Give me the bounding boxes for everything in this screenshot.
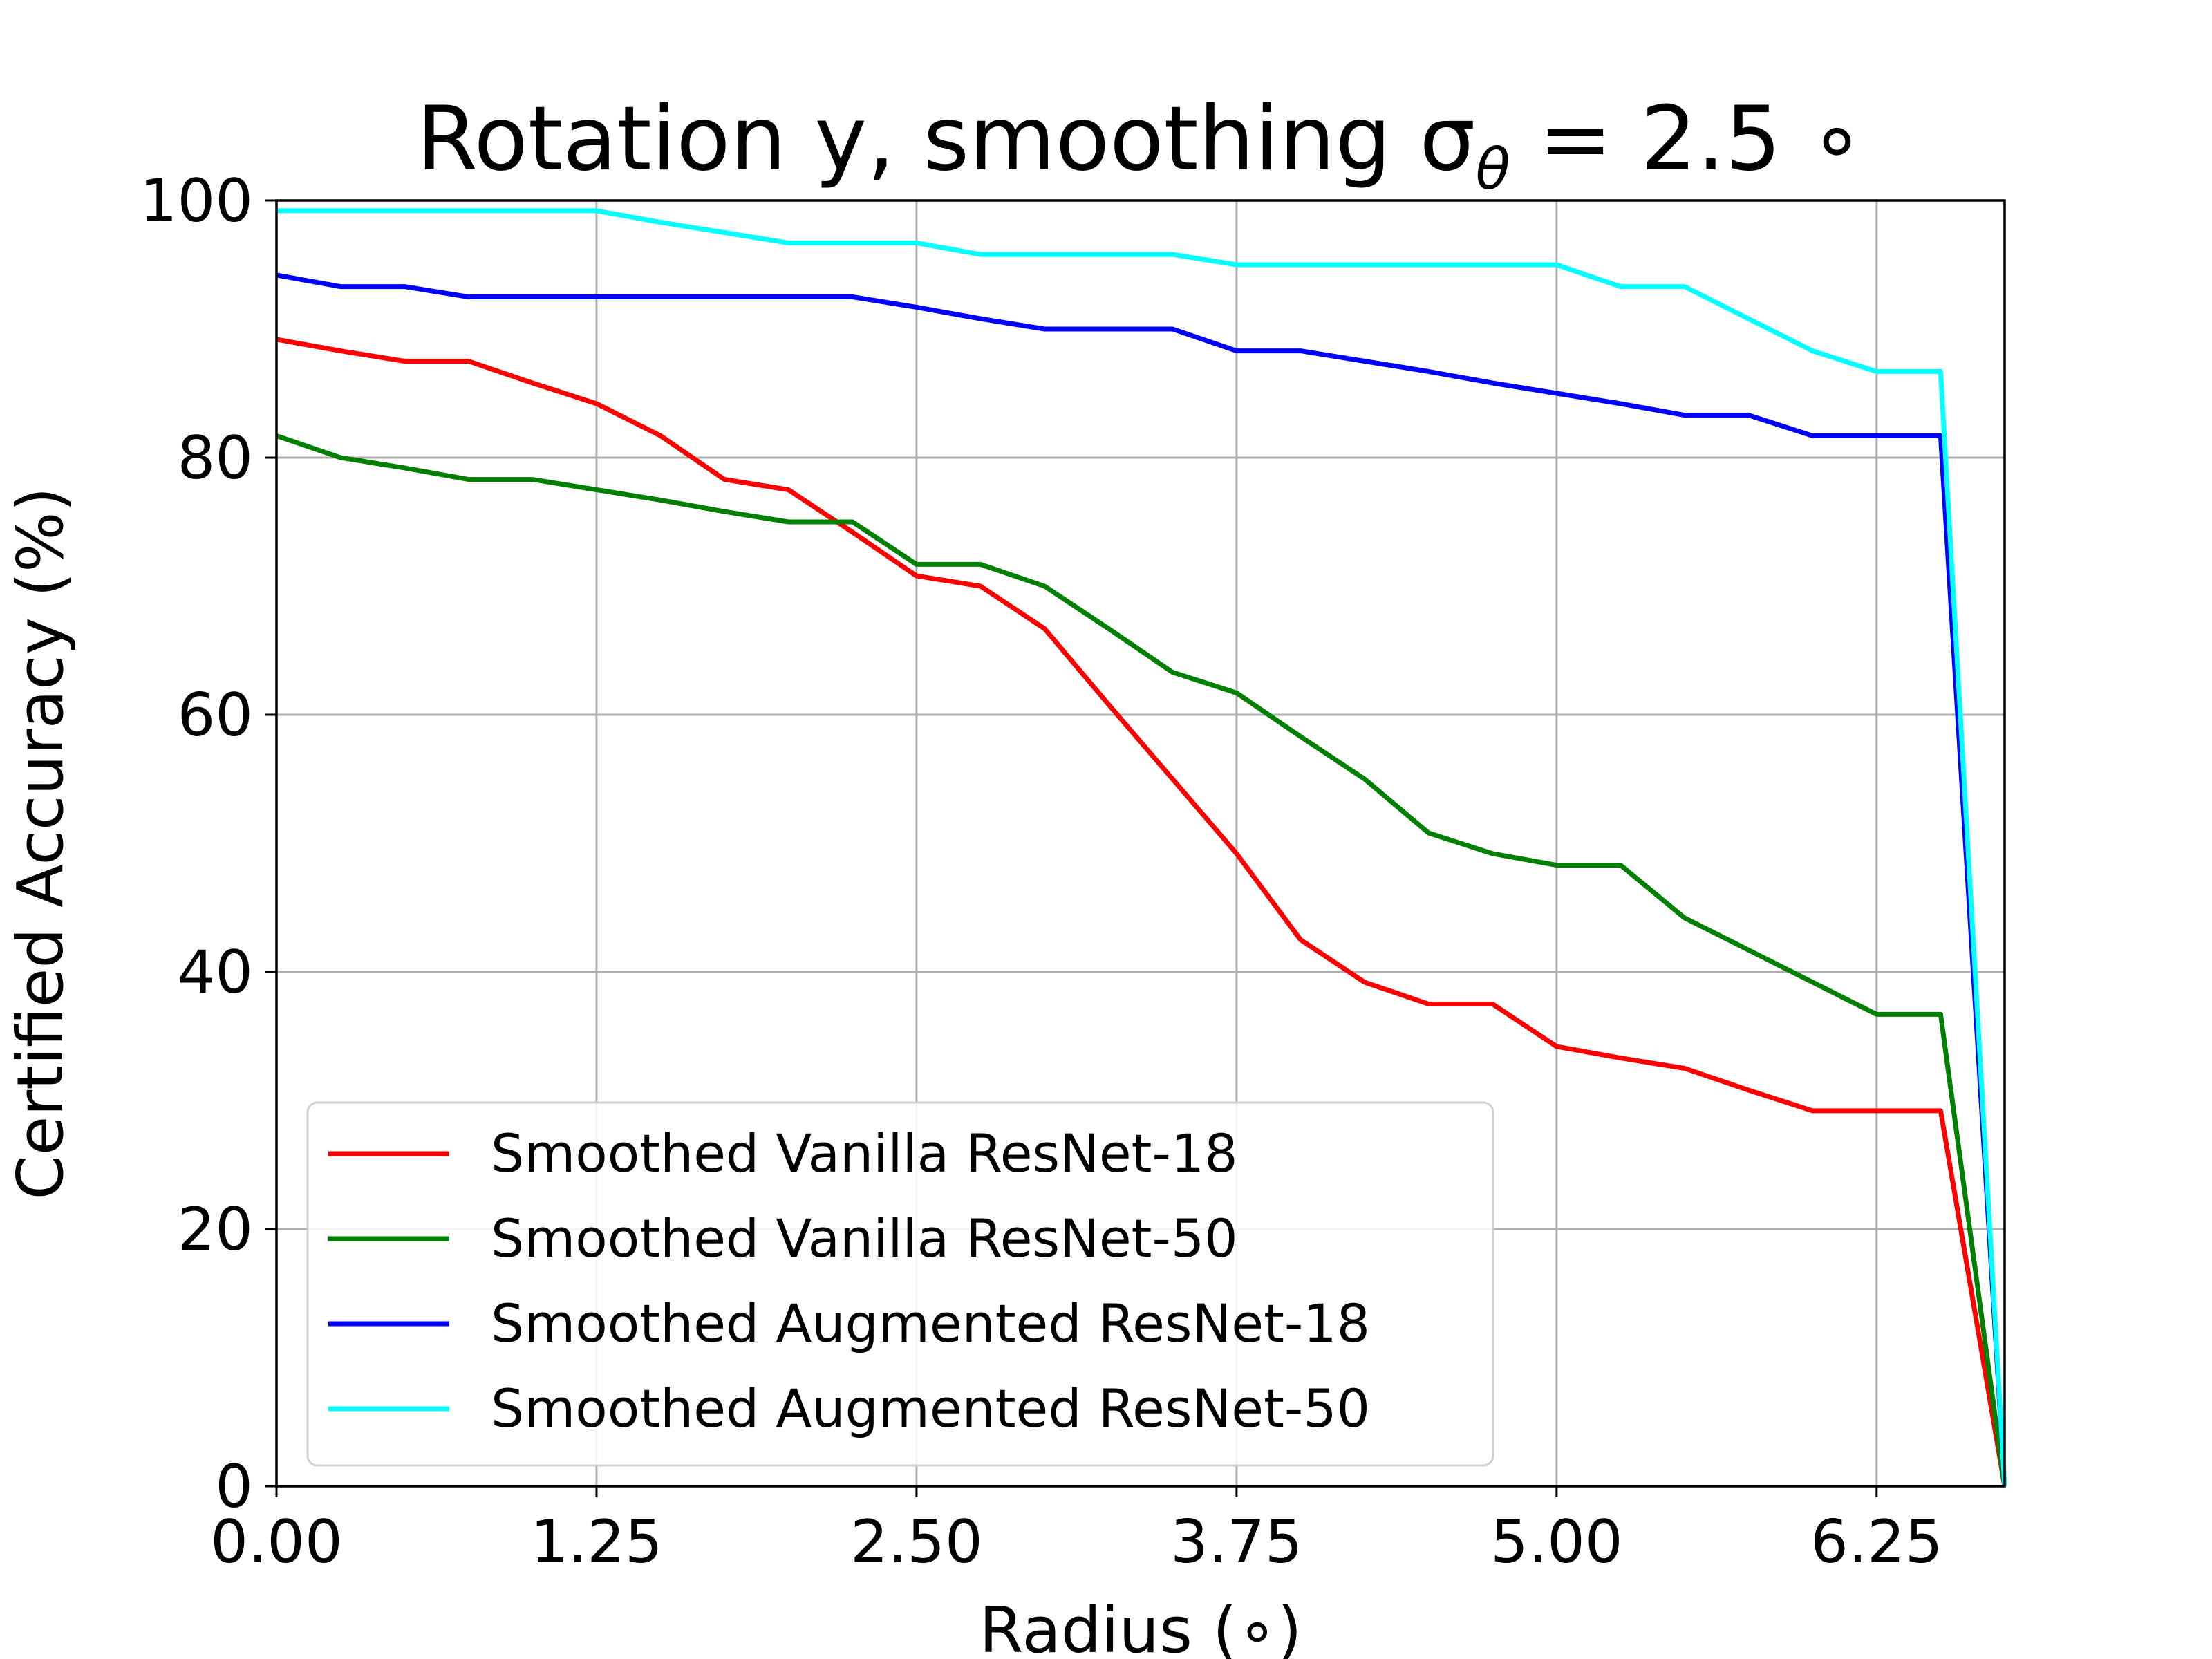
title-main: Rotation y, smoothing σ — [416, 88, 1475, 191]
series-line-4 — [276, 208, 2007, 1487]
x-tick-label: 0.00 — [210, 1508, 342, 1577]
title-subscript: θ — [1476, 137, 1510, 203]
x-tick-label: 5.00 — [1490, 1508, 1622, 1577]
series-line-1 — [276, 337, 2007, 1487]
legend-label: Smoothed Augmented ResNet-50 — [491, 1378, 1370, 1439]
series-line-2 — [275, 433, 2007, 1487]
y-tick-label: 100 — [140, 167, 253, 236]
chart-title: Rotation y, smoothing σθ = 2.5 ∘ — [416, 88, 1864, 203]
x-tick-label: 6.25 — [1810, 1508, 1942, 1577]
legend-label: Smoothed Augmented ResNet-18 — [491, 1293, 1370, 1354]
legend: Smoothed Vanilla ResNet-18 Smoothed Vanil… — [306, 1101, 1494, 1467]
y-tick-label: 20 — [178, 1195, 253, 1264]
legend-label: Smoothed Vanilla ResNet-18 — [491, 1123, 1238, 1184]
x-axis-label: Radius (∘) — [979, 1593, 1302, 1659]
x-tick-label: 3.75 — [1170, 1508, 1302, 1577]
y-tick-label: 60 — [178, 681, 253, 750]
legend-box — [306, 1101, 1494, 1467]
y-tick-label: 80 — [178, 424, 253, 493]
x-tick-label: 1.25 — [530, 1508, 662, 1577]
series-line-3 — [276, 272, 2007, 1487]
plot-series — [275, 208, 2007, 1487]
plot-frame — [275, 199, 2006, 1488]
y-tick-label: 0 — [215, 1452, 253, 1521]
axis-ticks: 0.00 1.25 2.50 3.75 5.00 6.25 0 20 40 60 80 100 — [140, 167, 1943, 1577]
y-tick-label: 40 — [178, 938, 253, 1007]
y-axis-label: Certified Accuracy (%) — [3, 487, 77, 1200]
legend-label: Smoothed Vanilla ResNet-50 — [491, 1208, 1238, 1269]
x-tick-label: 2.50 — [850, 1508, 982, 1577]
title-suffix: = 2.5 ∘ — [1510, 88, 1865, 191]
